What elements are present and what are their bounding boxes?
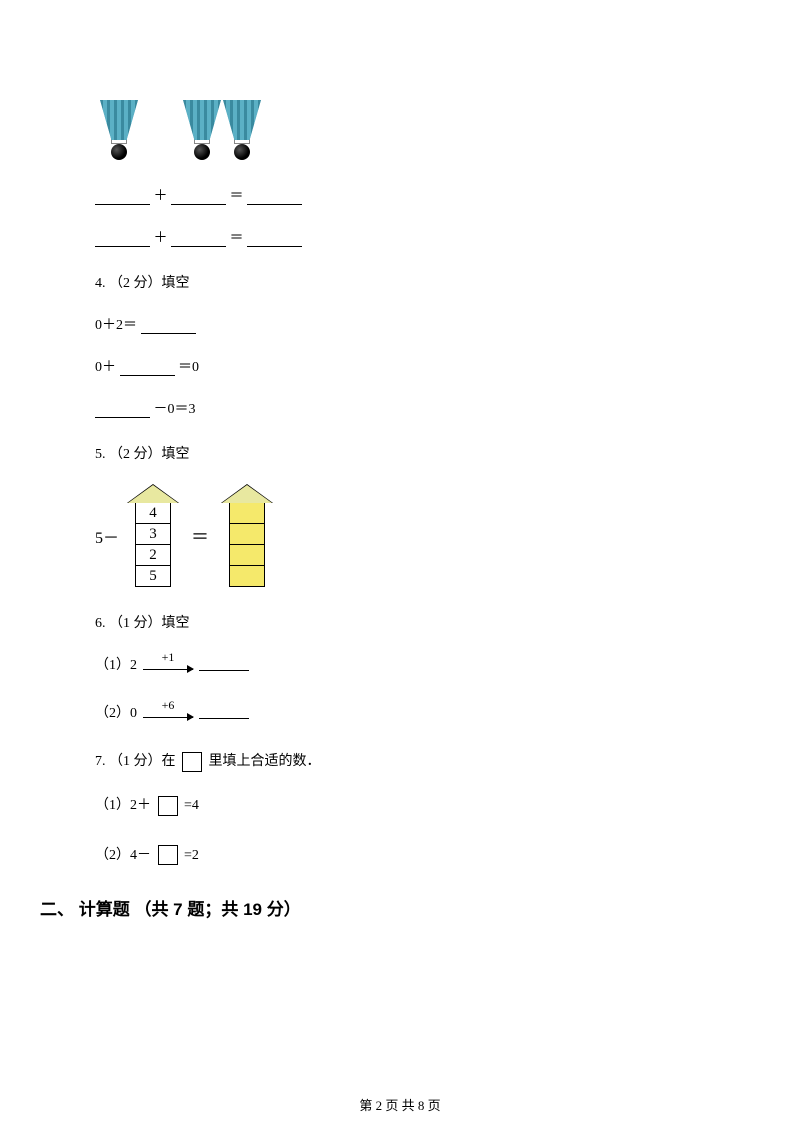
op-equals: ＝ — [230, 231, 244, 246]
q4-line2: 0＋ ＝0 — [95, 356, 705, 376]
tower-roof-icon — [128, 485, 178, 503]
op-equals: ＝ — [230, 189, 244, 204]
tower-diagram: 5－ 4 3 2 5 ＝ — [95, 485, 705, 587]
q6-sub1-label: （1）2 — [95, 654, 137, 674]
shuttlecock-group-1 — [100, 100, 138, 160]
square-box-icon — [182, 752, 202, 772]
blank-input[interactable] — [95, 233, 150, 247]
blank-input[interactable] — [199, 705, 249, 719]
shuttlecock-illustration — [100, 100, 705, 160]
blank-input[interactable] — [95, 404, 150, 418]
square-box-input[interactable] — [158, 845, 178, 865]
arrow-label: +1 — [162, 650, 175, 665]
tower-cell: 2 — [135, 544, 171, 566]
q6-sub1: （1）2 +1 — [95, 654, 705, 674]
q7-sub2-suffix: =2 — [184, 848, 199, 863]
q4-line1: 0＋2＝ — [95, 314, 705, 334]
equals-sign: ＝ — [191, 523, 209, 549]
square-box-input[interactable] — [158, 796, 178, 816]
tower-left: 4 3 2 5 — [127, 485, 179, 587]
q7-header-prefix: 7. （1 分）在 — [95, 754, 176, 769]
q7-sub1: （1）2＋ =4 — [95, 794, 705, 816]
blank-input[interactable] — [95, 191, 150, 205]
blank-input[interactable] — [171, 191, 226, 205]
q4-line1-text: 0＋2＝ — [95, 318, 137, 333]
q7-sub2: （2）4－ =2 — [95, 844, 705, 866]
equation-line-1: ＋ ＝ — [95, 185, 705, 205]
q7-header: 7. （1 分）在 里填上合适的数． — [95, 750, 705, 772]
page-footer: 第 2 页 共 8 页 — [0, 1095, 800, 1114]
op-plus: ＋ — [154, 231, 168, 246]
tower-cell: 3 — [135, 523, 171, 545]
shuttlecock-icon — [223, 100, 261, 160]
blank-input[interactable] — [141, 320, 196, 334]
tower-cell-blank[interactable] — [229, 565, 265, 587]
q4-line3: －0＝3 — [95, 398, 705, 418]
arrow-icon: +1 — [143, 654, 193, 674]
arrow-label: +6 — [162, 698, 175, 713]
q7-sub1-suffix: =4 — [184, 798, 199, 813]
equation-line-2: ＋ ＝ — [95, 227, 705, 247]
tower-right — [221, 485, 273, 587]
q4-header: 4. （2 分）填空 — [95, 272, 705, 292]
op-plus: ＋ — [154, 189, 168, 204]
arrow-icon: +6 — [143, 702, 193, 722]
shuttlecock-icon — [183, 100, 221, 160]
shuttlecock-icon — [100, 100, 138, 160]
page-content: ＋ ＝ ＋ ＝ 4. （2 分）填空 0＋2＝ 0＋ ＝0 －0＝3 5. （2… — [0, 0, 800, 960]
q6-sub2-label: （2）0 — [95, 702, 137, 722]
shuttlecock-group-2 — [183, 100, 261, 160]
blank-input[interactable] — [120, 362, 175, 376]
tower-cell-blank[interactable] — [229, 544, 265, 566]
blank-input[interactable] — [247, 191, 302, 205]
tower-roof-icon — [222, 485, 272, 503]
q6-header: 6. （1 分）填空 — [95, 612, 705, 632]
q7-header-suffix: 里填上合适的数． — [209, 754, 321, 769]
q6-sub2: （2）0 +6 — [95, 702, 705, 722]
q4-line2-prefix: 0＋ — [95, 360, 116, 375]
tower-cell: 4 — [135, 502, 171, 524]
tower-cell-blank[interactable] — [229, 523, 265, 545]
blank-input[interactable] — [171, 233, 226, 247]
blank-input[interactable] — [247, 233, 302, 247]
blank-input[interactable] — [199, 657, 249, 671]
q7-sub1-prefix: （1）2＋ — [95, 798, 151, 813]
q4-line3-suffix: －0＝3 — [154, 402, 196, 417]
q7-sub2-prefix: （2）4－ — [95, 848, 151, 863]
tower-left-label: 5－ — [95, 524, 119, 548]
section-2-header: 二、 计算题 （共 7 题；共 19 分） — [40, 895, 705, 920]
q4-line2-suffix: ＝0 — [178, 360, 199, 375]
tower-cell-blank[interactable] — [229, 502, 265, 524]
q5-header: 5. （2 分）填空 — [95, 443, 705, 463]
tower-cell: 5 — [135, 565, 171, 587]
